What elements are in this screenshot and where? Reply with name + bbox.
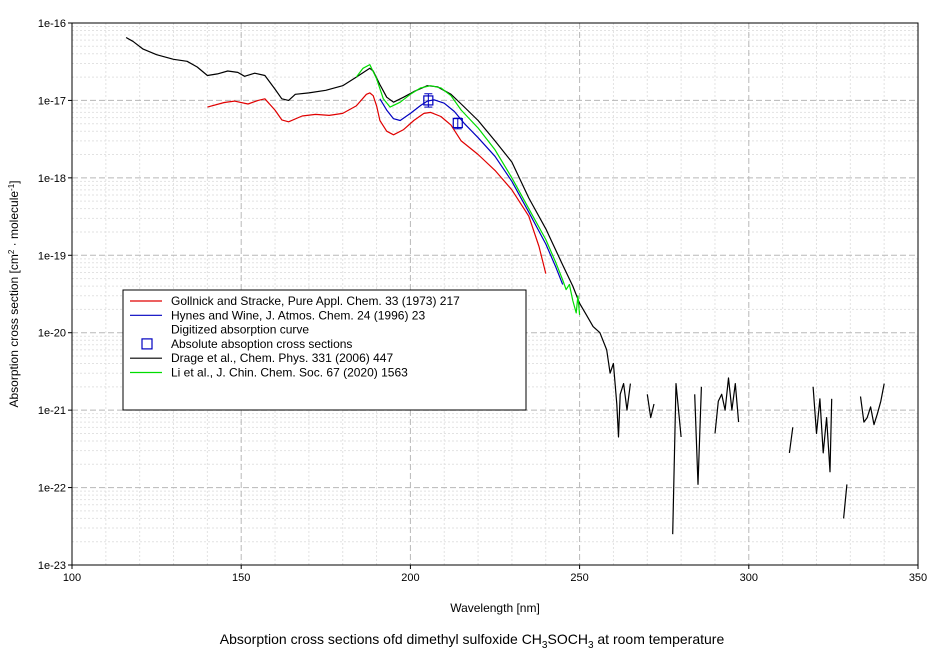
- x-tick-label: 200: [401, 572, 419, 584]
- caption-sub1: 3: [541, 639, 548, 651]
- legend-entry-label: Li et al., J. Chin. Chem. Soc. 67 (2020)…: [171, 366, 408, 380]
- y-axis-label-sup2: -1: [7, 183, 16, 191]
- caption-sub2: 3: [587, 639, 594, 651]
- legend-square-swatch: [141, 338, 153, 350]
- data-point-square: [423, 95, 434, 106]
- y-tick-label: 1e-16: [38, 18, 66, 30]
- y-tick-label: 1e-21: [38, 405, 66, 417]
- legend-entry-label: Drage et al., Chem. Phys. 331 (2006) 447: [171, 351, 393, 365]
- x-axis-label: Wavelength [nm]: [450, 601, 540, 615]
- caption-suffix: at room temperature: [593, 631, 725, 647]
- series-line-3: [859, 383, 885, 426]
- data-point-square: [452, 117, 463, 129]
- x-tick-label: 100: [63, 572, 81, 584]
- x-tick-label: 250: [570, 572, 588, 584]
- y-tick-label: 1e-17: [38, 95, 66, 107]
- y-tick-label: 1e-19: [38, 250, 66, 262]
- y-axis-label-mid: · molecule: [7, 191, 21, 250]
- figure-caption: Absorption cross sections ofd dimethyl s…: [0, 631, 944, 651]
- legend-entry-label: Hynes and Wine, J. Atmos. Chem. 24 (1996…: [171, 308, 425, 322]
- y-axis-label-sup1: 2: [7, 249, 16, 254]
- tick-labels: 100 150 200 250 300 350 1e-16 1e-17 1e-18 1e-19 1e…: [38, 18, 927, 584]
- series-line-3: [714, 377, 740, 434]
- series-line-3: [125, 36, 631, 438]
- series-layer: [125, 36, 885, 535]
- y-tick-label: 1e-18: [38, 173, 66, 185]
- legend-entry-label: Digitized absorption curve: [171, 323, 309, 337]
- x-tick-label: 350: [909, 572, 927, 584]
- series-line-3: [646, 394, 655, 419]
- legend-box: [122, 289, 527, 411]
- points-layer: [423, 93, 463, 130]
- series-line-3: [812, 386, 833, 473]
- caption-prefix: Absorption cross sections ofd dimethyl s…: [219, 631, 542, 647]
- x-tick-label: 300: [740, 572, 758, 584]
- x-tick-label: 150: [232, 572, 250, 584]
- series-line-3: [843, 484, 848, 519]
- caption-mid: SOCH: [547, 631, 588, 647]
- series-line-4: [355, 63, 581, 315]
- legend: Gollnick and Stracke, Pure Appl. Chem. 3…: [122, 289, 527, 411]
- series-line-1: [207, 92, 547, 274]
- y-tick-label: 1e-22: [38, 483, 66, 495]
- legend-entry-label: Gollnick and Stracke, Pure Appl. Chem. 3…: [171, 294, 460, 308]
- y-axis-label-base: Absorption cross section [cm: [7, 254, 21, 407]
- legend-entry-label: Absolute absoption cross sections: [171, 337, 352, 351]
- y-tick-label: 1e-23: [38, 560, 66, 572]
- y-tick-label: 1e-20: [38, 328, 66, 340]
- series-line-3: [672, 383, 682, 535]
- series-line-3: [788, 427, 794, 453]
- y-axis-label: Absorption cross section [cm2 · molecule…: [7, 180, 21, 407]
- series-line-2: [379, 98, 564, 285]
- plot-frame: [71, 22, 919, 566]
- y-axis-label-end: ]: [7, 180, 21, 183]
- series-line-3: [694, 386, 702, 485]
